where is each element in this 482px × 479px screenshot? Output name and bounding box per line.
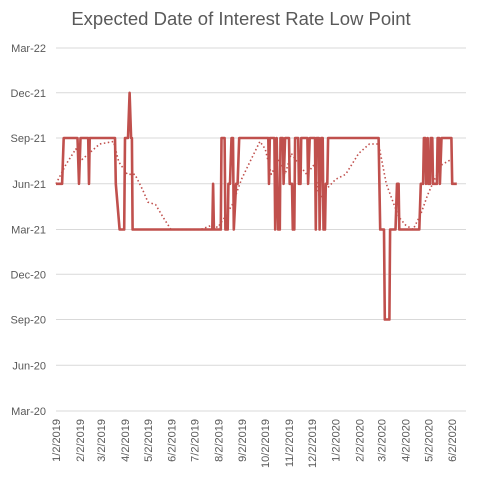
x-tick-label: 10/2/2019 — [260, 419, 272, 468]
series-line-solid — [56, 91, 457, 321]
x-tick-label: 3/2/2019 — [96, 419, 108, 462]
x-tick-label: 3/2/2020 — [377, 419, 389, 462]
x-tick-label: 4/2/2020 — [400, 419, 412, 462]
y-tick-label: Dec-20 — [11, 269, 46, 281]
y-tick-label: Mar-20 — [11, 406, 46, 418]
x-tick-label: 2/2/2020 — [354, 419, 366, 462]
y-tick-label: Jun-20 — [12, 360, 46, 372]
x-tick-label: 12/2/2019 — [307, 419, 319, 468]
x-tick-label: 4/2/2019 — [120, 419, 132, 462]
x-axis-tick-labels: 1/2/2019 2/2/2019 3/2/2019 4/2/2019 5/2/2019… — [51, 419, 459, 468]
y-axis-tick-labels: Mar-20 Jun-20 Sep-20 Dec-20 Mar-21 Jun-21 Sep-… — [11, 43, 46, 418]
gridlines — [56, 47, 466, 412]
x-tick-label: 9/2/2019 — [237, 419, 249, 462]
y-tick-label: Mar-22 — [11, 43, 46, 55]
x-tick-label: 7/2/2019 — [190, 419, 202, 462]
x-tick-label: 6/2/2020 — [447, 419, 459, 462]
x-tick-label: 8/2/2019 — [213, 419, 225, 462]
x-tick-label: 1/2/2019 — [51, 419, 63, 462]
y-tick-label: Sep-21 — [11, 133, 46, 145]
series-group — [55, 91, 457, 321]
x-tick-label: 1/2/2020 — [331, 419, 343, 462]
y-tick-label: Mar-21 — [11, 225, 46, 237]
y-tick-label: Dec-21 — [11, 88, 46, 100]
series-line-dotted — [55, 140, 452, 231]
x-tick-label: 6/2/2019 — [167, 419, 179, 462]
x-tick-label: 2/2/2019 — [75, 419, 87, 462]
x-tick-label: 5/2/2020 — [423, 419, 435, 462]
chart-title: Expected Date of Interest Rate Low Point — [71, 8, 411, 29]
y-tick-label: Sep-20 — [11, 315, 46, 327]
x-tick-label: 11/2/2019 — [284, 419, 296, 467]
y-tick-label: Jun-21 — [12, 179, 46, 191]
x-tick-label: 5/2/2019 — [143, 419, 155, 462]
